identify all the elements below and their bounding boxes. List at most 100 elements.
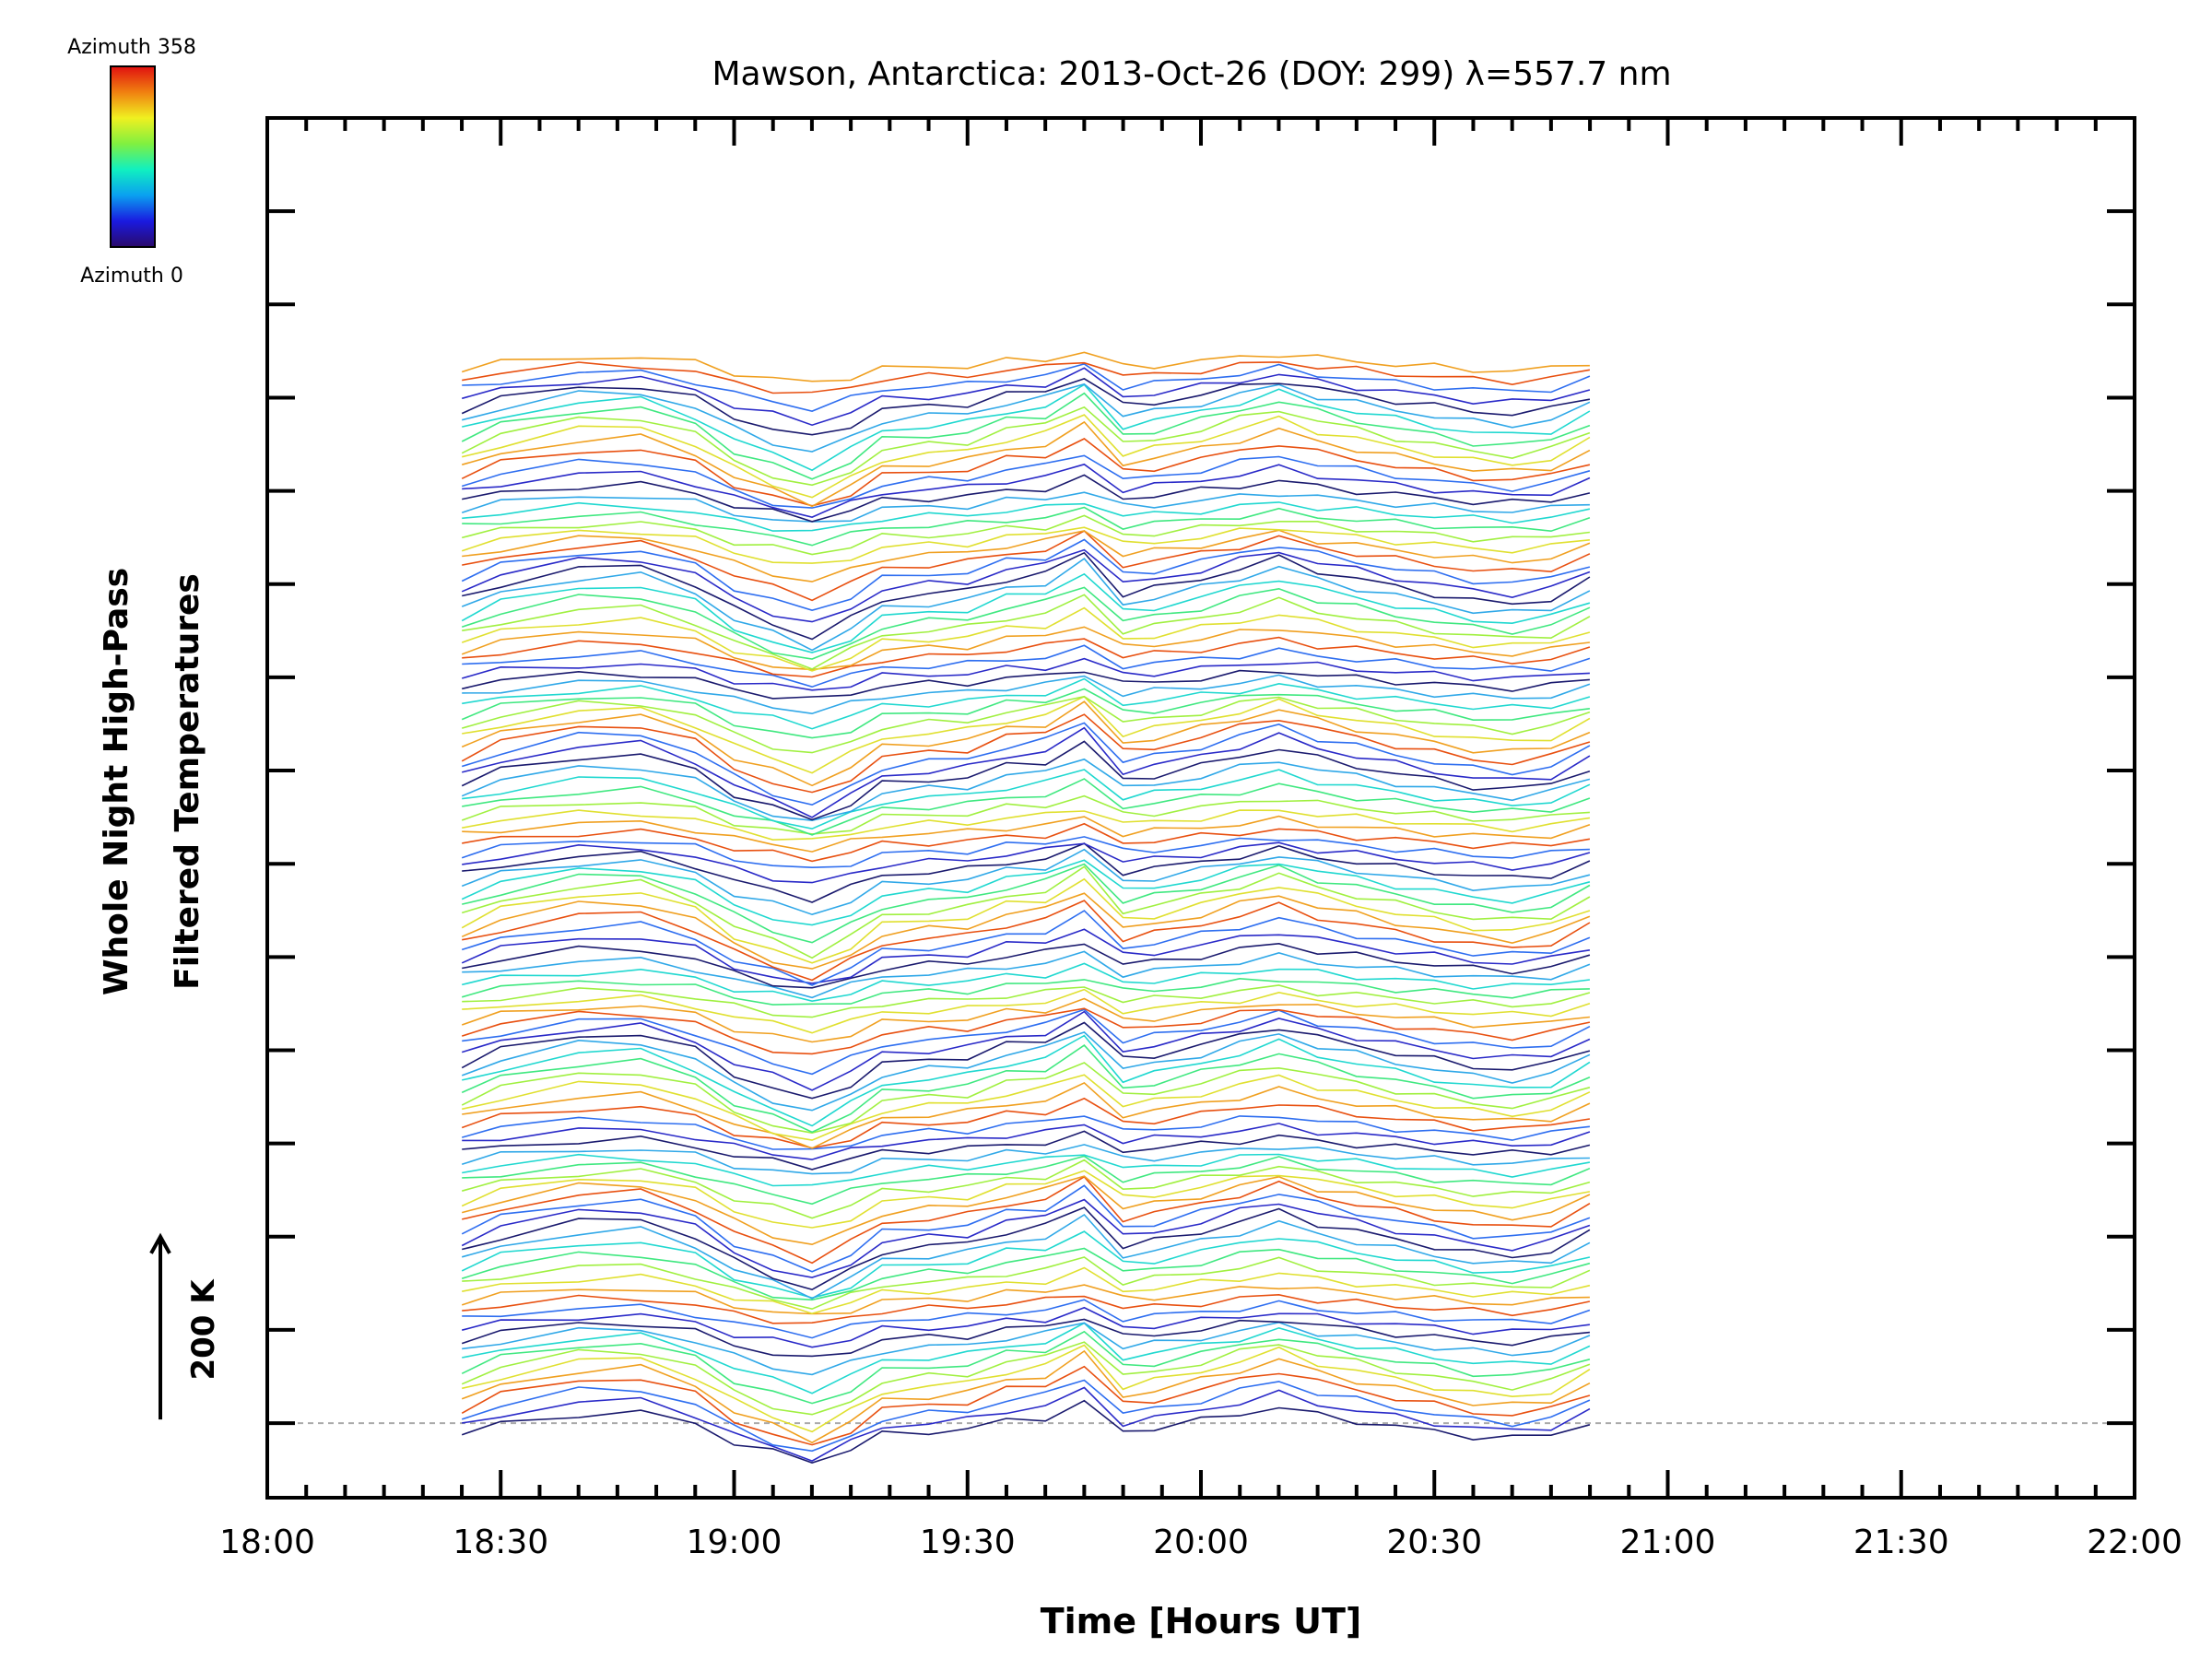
series-line-58 <box>462 863 1591 944</box>
series-line-98 <box>462 506 1591 547</box>
series-line-3 <box>461 1379 1591 1453</box>
series-line-104 <box>461 438 1591 507</box>
y-axis-label-line2: Filtered Temperatures <box>169 573 206 990</box>
series-line-20 <box>461 1213 1591 1300</box>
series-line-86 <box>461 606 1591 672</box>
series-line-89 <box>461 572 1591 653</box>
series-line-9 <box>462 1322 1591 1394</box>
series-line-45 <box>461 997 1590 1043</box>
series-line-7 <box>461 1341 1591 1416</box>
series-line-50 <box>462 950 1591 999</box>
series-line-100 <box>461 491 1590 523</box>
series-line-93 <box>461 538 1591 612</box>
chart-title: Mawson, Antarctica: 2013-Oct-26 (DOY: 29… <box>712 55 1671 93</box>
series-line-32 <box>462 1123 1591 1160</box>
series-line-25 <box>462 1175 1591 1246</box>
series-line-28 <box>462 1155 1591 1206</box>
scale-bar: 200 K <box>149 1232 222 1420</box>
x-tick-labels: 18:00 18:30 19:00 19:30 20:00 20:30 21:00 21:30… <box>219 1524 2183 1561</box>
series-line-5 <box>461 1349 1591 1444</box>
series-line-95 <box>462 529 1591 582</box>
scale-bar-label: 200 K <box>185 1278 222 1381</box>
series-line-81 <box>462 669 1590 700</box>
series-line-61 <box>462 842 1591 903</box>
series-line-55 <box>461 892 1591 970</box>
series-line-115 <box>461 351 1590 382</box>
series-line-84 <box>462 636 1591 678</box>
series-line-87 <box>462 594 1591 670</box>
series-line-111 <box>461 378 1591 436</box>
series-line-14 <box>462 1293 1591 1324</box>
series-line-70 <box>461 758 1591 822</box>
series-line-112 <box>461 367 1591 427</box>
series-line-12 <box>461 1306 1591 1348</box>
series-line-56 <box>461 877 1591 964</box>
series-line-11 <box>461 1318 1590 1358</box>
series-line-59 <box>461 859 1591 926</box>
series-line-46 <box>462 988 1591 1034</box>
series-line-36 <box>462 1074 1591 1141</box>
x-tick-label: 19:00 <box>687 1524 782 1561</box>
x-tick-label: 21:30 <box>1853 1524 1949 1561</box>
series-line-39 <box>462 1034 1591 1127</box>
series-line-23 <box>461 1184 1591 1273</box>
colorbar: Azimuth 358 Azimuth 0 <box>67 36 196 288</box>
series-line-49 <box>462 962 1590 1003</box>
series-line-102 <box>462 463 1591 518</box>
series-line-31 <box>462 1130 1591 1171</box>
series-line-92 <box>461 548 1591 623</box>
series-line-65 <box>462 815 1591 853</box>
series-line-88 <box>461 586 1591 660</box>
series-line-34 <box>461 1097 1591 1149</box>
series-line-76 <box>462 695 1591 774</box>
x-tick-label: 18:30 <box>453 1524 548 1561</box>
series-line-13 <box>462 1299 1591 1339</box>
series-line-85 <box>461 626 1590 671</box>
colorbar-gradient <box>110 65 156 248</box>
series-line-73 <box>461 722 1591 806</box>
x-axis-label: Time [Hours UT] <box>1041 1601 1362 1641</box>
series-line-53 <box>461 910 1591 986</box>
series-line-105 <box>461 420 1591 508</box>
series-line-6 <box>462 1344 1591 1433</box>
series-line-57 <box>461 865 1591 959</box>
series-line-48 <box>461 977 1590 1006</box>
series-line-108 <box>461 392 1591 480</box>
series-line-78 <box>461 688 1590 739</box>
series-line-41 <box>461 1021 1591 1100</box>
series-line-26 <box>461 1170 1591 1229</box>
series-line-80 <box>462 674 1591 715</box>
series-line-22 <box>461 1198 1591 1278</box>
x-tick-label: 21:00 <box>1620 1524 1716 1561</box>
series-line-94 <box>462 530 1591 602</box>
series-line-15 <box>461 1284 1590 1315</box>
series-line-1 <box>461 1399 1591 1464</box>
series-line-91 <box>462 551 1591 641</box>
series-line-17 <box>462 1256 1591 1311</box>
series-line-35 <box>462 1081 1591 1149</box>
colorbar-bottom-label: Azimuth 0 <box>80 265 183 288</box>
series-line-8 <box>461 1330 1591 1405</box>
series-line-114 <box>462 361 1591 394</box>
series-line-37 <box>461 1062 1591 1135</box>
series-lines <box>461 351 1591 1464</box>
series-line-44 <box>461 1007 1591 1055</box>
series-line-96 <box>461 526 1590 564</box>
series-line-43 <box>462 1008 1591 1076</box>
y-axis-label-line1: Whole Night High-Pass <box>98 568 135 995</box>
x-tick-label: 22:00 <box>2087 1524 2183 1561</box>
series-line-109 <box>462 383 1591 472</box>
series-line-71 <box>461 740 1591 821</box>
series-line-90 <box>461 558 1591 652</box>
series-line-27 <box>461 1159 1591 1219</box>
series-line-52 <box>461 928 1591 984</box>
series-line-40 <box>461 1030 1591 1112</box>
x-tick-label: 19:30 <box>920 1524 1016 1561</box>
series-line-77 <box>461 695 1591 754</box>
series-line-75 <box>461 700 1591 787</box>
series-line-47 <box>462 984 1591 1018</box>
series-line-83 <box>462 644 1591 688</box>
series-line-103 <box>461 454 1591 509</box>
series-line-18 <box>461 1247 1591 1301</box>
series-line-4 <box>461 1365 1591 1446</box>
